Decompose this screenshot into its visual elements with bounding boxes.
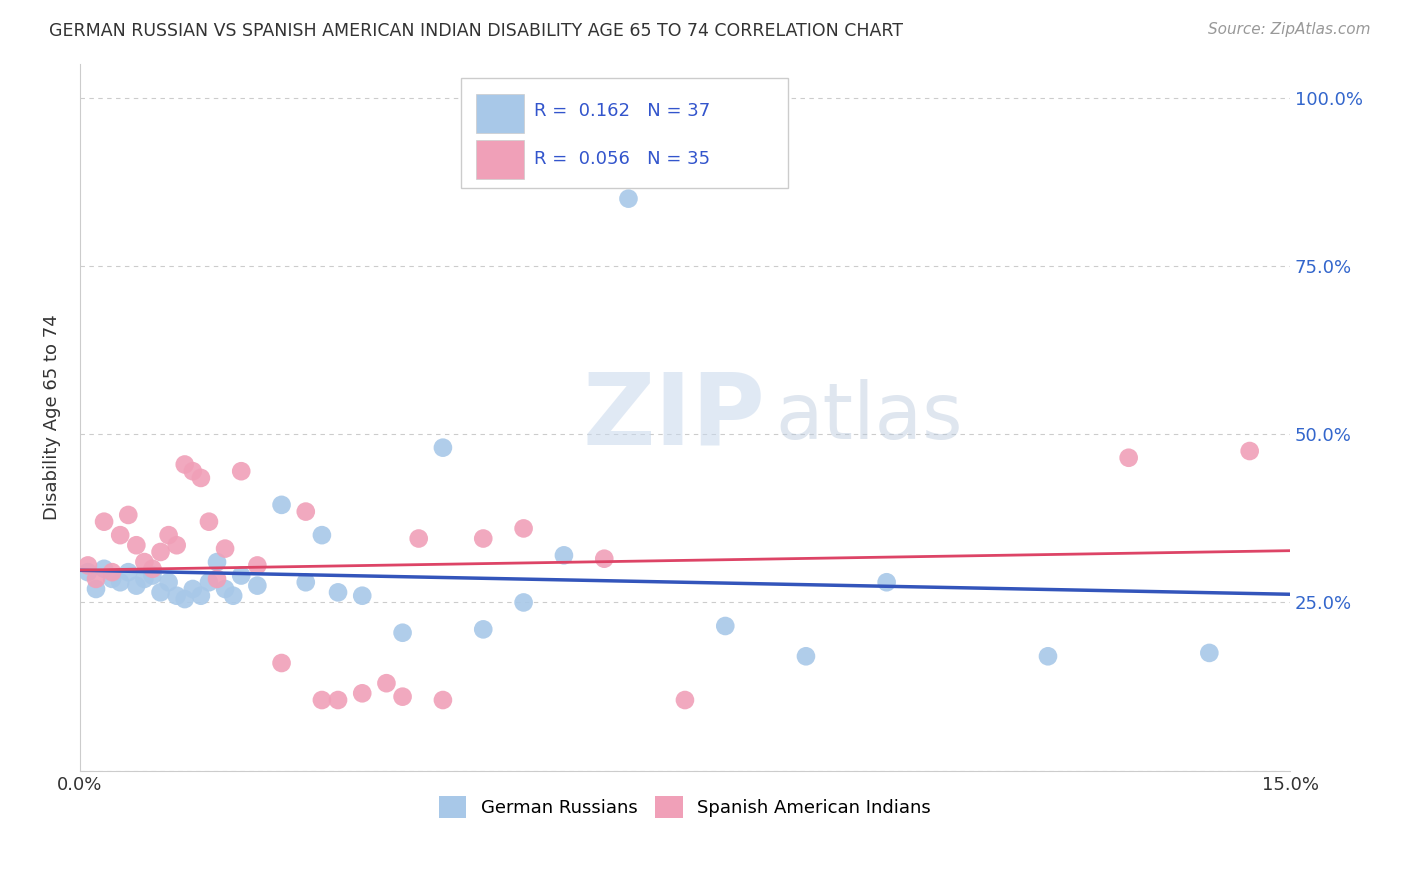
Point (166, 589, 188, 603)
Legend: German Russians, Spanish American Indians: German Russians, Spanish American Indian… (432, 789, 938, 825)
Point (190, 471, 212, 485)
Point (270, 656, 292, 670)
Point (231, 568, 253, 582)
Point (166, 538, 188, 552)
Point (352, 686, 374, 700)
Point (125, 579, 148, 593)
Point (117, 565, 139, 579)
Point (512, 595, 534, 609)
Point (553, 549, 575, 563)
Point (512, 521, 534, 535)
Point (125, 538, 148, 552)
Point (84, 582, 107, 596)
Point (311, 528, 333, 542)
Point (190, 589, 212, 603)
Point (141, 568, 163, 582)
Point (294, 505, 316, 519)
Y-axis label: Disability Age 65 to 74: Disability Age 65 to 74 (44, 315, 60, 520)
Point (198, 575, 221, 590)
Point (214, 541, 236, 556)
Point (375, 676, 398, 690)
FancyBboxPatch shape (461, 78, 787, 187)
Text: R =  0.162   N = 37: R = 0.162 N = 37 (534, 103, 710, 120)
Point (246, 558, 269, 573)
Point (1036, 649, 1059, 664)
Point (134, 572, 156, 586)
Point (1239, 444, 1261, 458)
Point (149, 545, 172, 559)
Point (157, 528, 180, 542)
Point (593, 551, 616, 566)
Point (77, 558, 100, 573)
Point (205, 572, 228, 586)
Point (173, 458, 195, 472)
Text: R =  0.056   N = 35: R = 0.056 N = 35 (534, 151, 710, 169)
Point (117, 508, 139, 522)
Point (391, 625, 413, 640)
Point (84, 572, 107, 586)
Point (432, 441, 454, 455)
Point (205, 555, 228, 569)
Point (198, 515, 221, 529)
Point (231, 464, 253, 478)
Point (472, 532, 495, 546)
Point (181, 582, 204, 596)
Point (876, 575, 898, 590)
Point (432, 693, 454, 707)
Point (93, 515, 115, 529)
Point (108, 528, 131, 542)
Point (181, 464, 204, 478)
Point (311, 693, 333, 707)
Text: GERMAN RUSSIAN VS SPANISH AMERICAN INDIAN DISABILITY AGE 65 TO 74 CORRELATION CH: GERMAN RUSSIAN VS SPANISH AMERICAN INDIA… (49, 22, 903, 40)
Point (794, 649, 817, 664)
Point (214, 582, 236, 596)
Point (246, 579, 269, 593)
Point (326, 585, 349, 599)
Text: ZIP: ZIP (582, 369, 765, 466)
Point (326, 693, 349, 707)
Point (673, 693, 696, 707)
Point (472, 623, 495, 637)
Point (141, 562, 163, 576)
Text: atlas: atlas (776, 379, 963, 456)
Point (149, 585, 172, 599)
FancyBboxPatch shape (475, 140, 524, 179)
Point (391, 690, 413, 704)
Point (352, 589, 374, 603)
Point (714, 619, 737, 633)
FancyBboxPatch shape (475, 94, 524, 133)
Point (1198, 646, 1220, 660)
Point (101, 572, 124, 586)
Point (134, 555, 156, 569)
Point (157, 575, 180, 590)
Point (101, 565, 124, 579)
Point (173, 592, 195, 607)
Point (77, 565, 100, 579)
Point (108, 575, 131, 590)
Point (294, 575, 316, 590)
Text: Source: ZipAtlas.com: Source: ZipAtlas.com (1208, 22, 1371, 37)
Point (1118, 450, 1140, 465)
Point (222, 589, 245, 603)
Point (270, 498, 292, 512)
Point (93, 562, 115, 576)
Point (408, 532, 430, 546)
Point (617, 192, 640, 206)
